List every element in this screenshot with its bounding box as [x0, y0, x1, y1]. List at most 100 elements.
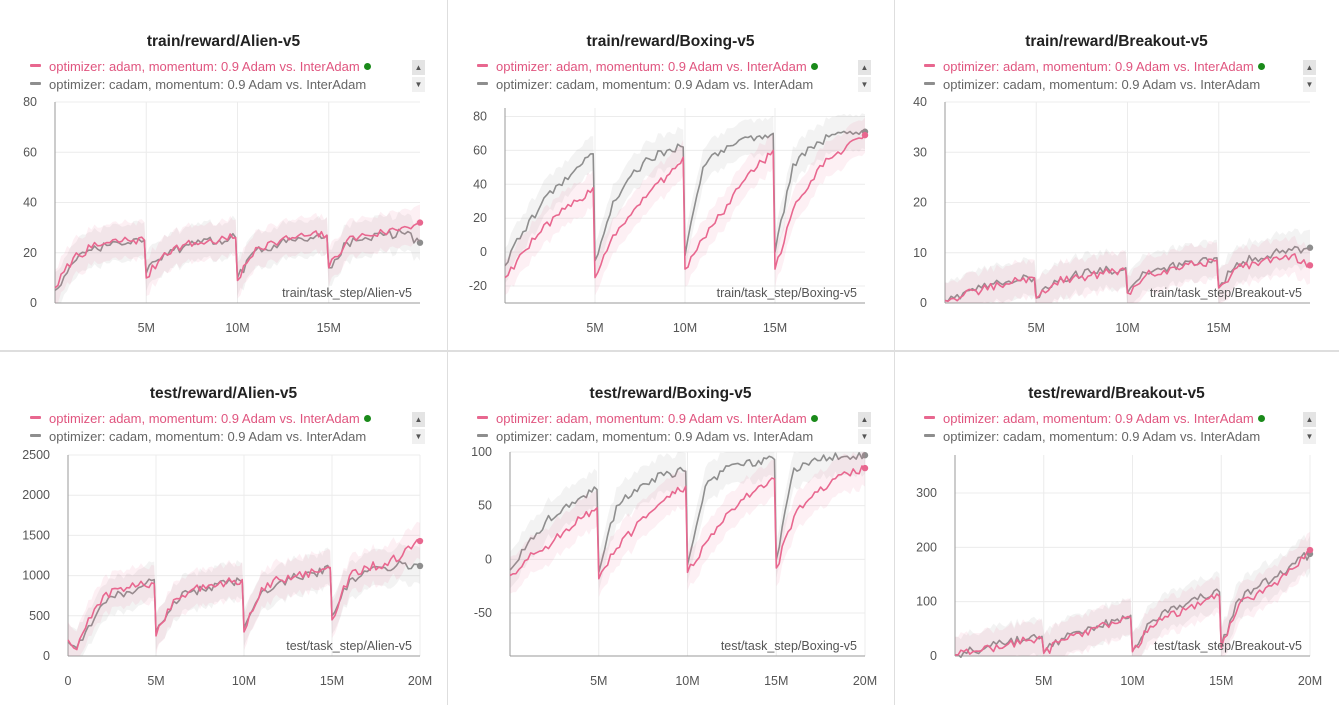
- scroll-down-icon[interactable]: ▼: [412, 77, 425, 92]
- x-tick-label: 10M: [1120, 674, 1144, 688]
- x-tick-label: 10M: [232, 674, 256, 688]
- y-tick-label: 80: [23, 95, 37, 109]
- data-point: [504, 277, 506, 279]
- chart-plot[interactable]: 0 100 200 300 5M 10M 15M 20M test/task_step/Brea…: [894, 352, 1339, 705]
- data-point: [1167, 616, 1169, 618]
- data-point: [54, 287, 56, 289]
- series-line-adam[interactable]: [509, 465, 866, 580]
- data-point: [944, 300, 946, 302]
- series-line-adam[interactable]: [504, 134, 866, 279]
- data-point: [1127, 292, 1129, 294]
- chart-legend: optimizer: adam, momentum: 0.9 Adam vs. …: [30, 58, 371, 94]
- scroll-up-icon[interactable]: ▲: [858, 60, 871, 75]
- legend-scroller[interactable]: ▲ ▼: [858, 412, 871, 444]
- data-point: [173, 599, 175, 601]
- data-point: [1096, 627, 1098, 629]
- data-point: [296, 575, 298, 577]
- legend-item-adam[interactable]: optimizer: adam, momentum: 0.9 Adam vs. …: [30, 410, 371, 428]
- series-line-adam[interactable]: [944, 253, 1311, 303]
- y-tick-label: 40: [473, 177, 487, 191]
- data-point: [793, 516, 795, 518]
- scroll-up-icon[interactable]: ▲: [1303, 412, 1316, 427]
- legend-scroller[interactable]: ▲ ▼: [858, 60, 871, 92]
- x-tick-label: 15M: [764, 674, 788, 688]
- series-line-adam[interactable]: [54, 221, 421, 289]
- legend-item-cadam[interactable]: optimizer: cadam, momentum: 0.9 Adam vs.…: [477, 76, 818, 94]
- legend-swatch: [477, 64, 488, 68]
- legend-scroller[interactable]: ▲ ▼: [1303, 412, 1316, 444]
- legend-item-cadam[interactable]: optimizer: cadam, momentum: 0.9 Adam vs.…: [30, 76, 371, 94]
- chart-plot[interactable]: 0 500 1000 1500 2000 2500 0 5M 10M 15M 20M test/tas…: [0, 352, 447, 705]
- data-point: [1273, 257, 1275, 259]
- data-point: [1041, 638, 1043, 640]
- chart-legend: optimizer: adam, momentum: 0.9 Adam vs. …: [477, 58, 818, 94]
- x-axis-label: test/task_step/Boxing-v5: [721, 639, 857, 653]
- legend-item-adam[interactable]: optimizer: adam, momentum: 0.9 Adam vs. …: [924, 58, 1265, 76]
- data-point: [218, 239, 220, 241]
- y-tick-label: 60: [23, 145, 37, 159]
- data-point: [720, 214, 722, 216]
- y-tick-label: 2500: [22, 448, 50, 462]
- data-point: [237, 280, 239, 282]
- data-point: [366, 567, 368, 569]
- x-axis-label: train/task_step/Alien-v5: [282, 286, 412, 300]
- data-point: [522, 231, 524, 233]
- scroll-down-icon[interactable]: ▼: [1303, 429, 1316, 444]
- status-dot-icon: [363, 63, 371, 71]
- legend-item-cadam[interactable]: optimizer: cadam, momentum: 0.9 Adam vs.…: [477, 428, 818, 446]
- legend-scroller[interactable]: ▲ ▼: [412, 60, 425, 92]
- data-point: [972, 651, 974, 653]
- legend-item-adam[interactable]: optimizer: adam, momentum: 0.9 Adam vs. …: [477, 410, 818, 428]
- data-point: [1125, 270, 1127, 272]
- data-point: [616, 548, 618, 550]
- chart-plot[interactable]: -50 0 50 100 5M 10M 15M 20M test/task_step/Boxin…: [447, 352, 894, 705]
- data-point: [291, 237, 293, 239]
- legend-label: optimizer: cadam, momentum: 0.9 Adam vs.…: [49, 429, 367, 444]
- x-tick-label: 10M: [673, 321, 697, 335]
- data-point: [704, 542, 706, 544]
- legend-item-cadam[interactable]: optimizer: cadam, momentum: 0.9 Adam vs.…: [924, 76, 1265, 94]
- chart-plot[interactable]: -20 0 20 40 60 80 5M 10M 15M train/task_step/Boxi…: [447, 0, 894, 350]
- chart-title: train/reward/Breakout-v5: [1025, 33, 1208, 50]
- chart-panel: test/reward/Boxing-v5 optimizer: adam, mo…: [447, 352, 894, 705]
- data-point: [326, 234, 328, 236]
- y-tick-label: 500: [29, 609, 50, 623]
- series-end-marker: [861, 452, 869, 459]
- legend-item-cadam[interactable]: optimizer: cadam, momentum: 0.9 Adam vs.…: [30, 428, 371, 446]
- data-point: [775, 567, 777, 569]
- scroll-up-icon[interactable]: ▲: [1303, 60, 1316, 75]
- data-point: [810, 146, 812, 148]
- data-point: [1291, 568, 1293, 570]
- series-end-marker: [1306, 262, 1314, 269]
- data-point: [612, 234, 614, 236]
- series-line-adam[interactable]: [954, 549, 1311, 656]
- chart-plot[interactable]: 0 20 40 60 80 5M 10M 15M train/task_step/Alien-v…: [0, 0, 447, 350]
- scroll-down-icon[interactable]: ▼: [412, 429, 425, 444]
- data-point: [846, 473, 848, 475]
- scroll-down-icon[interactable]: ▼: [858, 429, 871, 444]
- legend-swatch: [924, 416, 935, 420]
- scroll-up-icon[interactable]: ▲: [858, 412, 871, 427]
- scroll-down-icon[interactable]: ▼: [858, 77, 871, 92]
- data-point: [1007, 643, 1009, 645]
- series-line-adam[interactable]: [67, 539, 421, 651]
- legend-scroller[interactable]: ▲ ▼: [1303, 60, 1316, 92]
- legend-item-cadam[interactable]: optimizer: cadam, momentum: 0.9 Adam vs.…: [924, 428, 1265, 446]
- y-tick-label: 0: [485, 552, 492, 566]
- legend-item-adam[interactable]: optimizer: adam, momentum: 0.9 Adam vs. …: [477, 58, 818, 76]
- data-point: [402, 555, 404, 557]
- x-tick-label: 5M: [138, 321, 155, 335]
- legend-item-adam[interactable]: optimizer: adam, momentum: 0.9 Adam vs. …: [924, 410, 1265, 428]
- data-point: [349, 575, 351, 577]
- data-point: [261, 587, 263, 589]
- chart-title: train/reward/Boxing-v5: [586, 33, 755, 50]
- legend-scroller[interactable]: ▲ ▼: [412, 412, 425, 444]
- data-point: [1291, 254, 1293, 256]
- legend-item-adam[interactable]: optimizer: adam, momentum: 0.9 Adam vs. …: [30, 58, 371, 76]
- scroll-down-icon[interactable]: ▼: [1303, 77, 1316, 92]
- legend-swatch: [477, 82, 488, 86]
- scroll-up-icon[interactable]: ▲: [412, 60, 425, 75]
- series-end-marker: [861, 464, 869, 472]
- scroll-up-icon[interactable]: ▲: [412, 412, 425, 427]
- chart-plot[interactable]: 0 10 20 30 40 5M 10M 15M train/task_step/Breakou…: [894, 0, 1339, 350]
